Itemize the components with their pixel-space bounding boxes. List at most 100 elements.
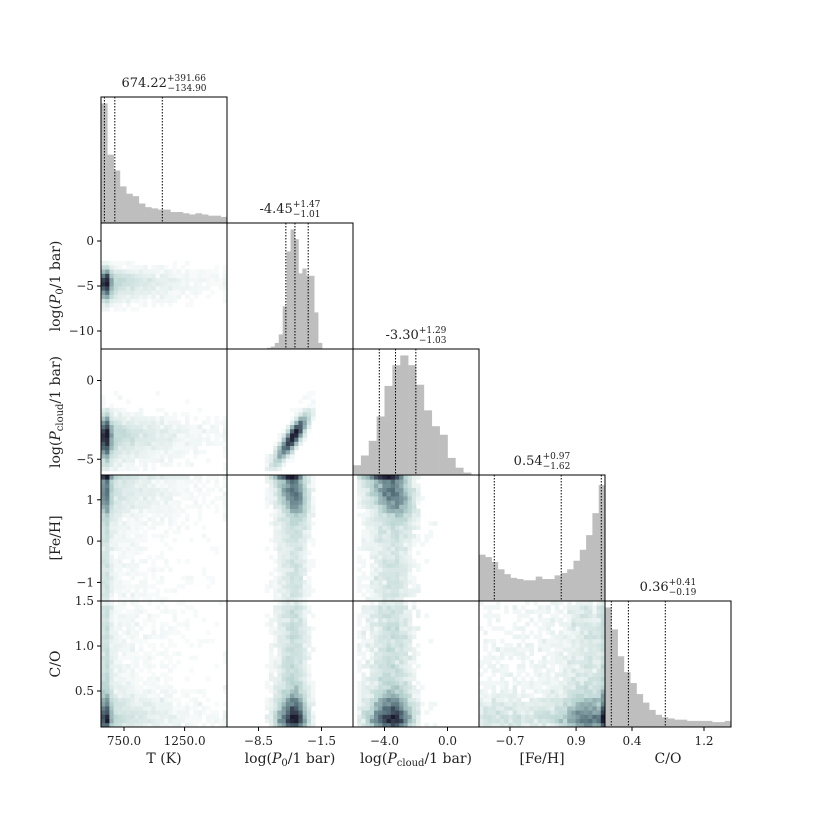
density-cell xyxy=(164,479,169,484)
density-cell xyxy=(113,512,119,518)
density-cell xyxy=(155,718,161,724)
density-cell xyxy=(126,428,131,434)
density-cell xyxy=(122,697,127,703)
density-cell xyxy=(113,269,119,274)
density-cell xyxy=(109,462,114,467)
density-cell xyxy=(273,542,278,547)
density-cell xyxy=(138,685,144,690)
density-cell xyxy=(537,630,543,635)
density-cell xyxy=(126,281,131,287)
density-cell xyxy=(101,714,106,719)
density-cell xyxy=(147,706,152,711)
density-cell xyxy=(109,617,114,623)
density-cell xyxy=(206,638,211,644)
histogram-bar xyxy=(548,579,555,601)
density-cell xyxy=(403,575,408,581)
density-cell xyxy=(126,420,131,425)
density-cell xyxy=(180,475,186,480)
density-cell xyxy=(151,424,156,430)
density-cell xyxy=(138,454,144,459)
density-cell xyxy=(193,479,198,484)
density-cell xyxy=(298,596,303,602)
density-cell xyxy=(222,496,228,501)
density-cell xyxy=(134,601,140,606)
density-cell xyxy=(109,437,114,442)
density-cell xyxy=(193,701,198,707)
density-cell xyxy=(403,538,408,543)
density-cell xyxy=(479,701,484,707)
density-cell xyxy=(407,630,413,635)
density-cell xyxy=(117,605,123,610)
density-cell xyxy=(403,714,408,719)
density-cell xyxy=(269,630,274,635)
density-cell xyxy=(369,546,375,551)
density-cell xyxy=(302,508,308,514)
density-cell xyxy=(592,664,597,669)
density-cell xyxy=(109,714,114,719)
density-cell xyxy=(214,265,219,270)
density-cell xyxy=(411,706,417,711)
density-cell xyxy=(390,479,396,484)
density-cell xyxy=(563,714,568,719)
density-cell xyxy=(277,706,282,711)
density-cell xyxy=(105,701,110,707)
density-cell xyxy=(130,475,135,480)
density-cell xyxy=(151,269,156,274)
density-cell xyxy=(222,290,228,295)
density-cell xyxy=(210,718,215,724)
density-cell xyxy=(357,500,362,505)
density-cell xyxy=(117,533,123,539)
density-cell xyxy=(130,601,135,606)
density-cell xyxy=(126,651,131,656)
density-cell xyxy=(109,273,114,278)
density-cell xyxy=(403,655,408,661)
density-cell xyxy=(508,722,513,728)
density-cell xyxy=(101,449,106,455)
density-cell xyxy=(411,508,417,514)
density-cell xyxy=(386,550,392,556)
density-cell xyxy=(155,437,161,442)
density-cell xyxy=(411,525,417,530)
density-cell xyxy=(143,458,148,463)
density-cell xyxy=(399,605,404,610)
density-cell xyxy=(386,567,392,572)
density-cell xyxy=(151,445,156,451)
density-cell xyxy=(159,554,165,560)
density-cell xyxy=(567,609,572,614)
density-cell xyxy=(185,458,190,463)
density-cell xyxy=(109,496,114,501)
density-cell xyxy=(382,655,387,661)
density-cell xyxy=(588,697,593,703)
density-cell xyxy=(122,685,127,690)
panel-frame xyxy=(352,348,480,476)
density-cell xyxy=(294,554,299,560)
density-cell xyxy=(281,718,287,724)
density-cell xyxy=(432,521,438,526)
density-cell xyxy=(500,626,505,631)
density-cell xyxy=(298,525,303,530)
density-cell xyxy=(210,710,215,715)
density-cell xyxy=(285,605,291,610)
density-cell xyxy=(407,672,413,677)
density-cell xyxy=(302,655,308,661)
density-cell xyxy=(290,437,295,442)
density-cell xyxy=(302,701,308,707)
density-cell xyxy=(176,559,182,564)
density-cell xyxy=(105,269,110,274)
density-cell xyxy=(109,512,114,518)
density-cell xyxy=(185,559,190,564)
density-cell xyxy=(117,722,123,728)
density-cell xyxy=(500,697,505,703)
density-cell xyxy=(542,722,547,728)
density-cell xyxy=(180,714,186,719)
density-cell xyxy=(143,722,148,728)
density-cell xyxy=(361,542,366,547)
density-cell xyxy=(369,622,375,627)
density-cell xyxy=(130,412,135,417)
density-cell xyxy=(168,290,173,295)
density-cell xyxy=(491,685,497,690)
density-cell xyxy=(491,638,497,644)
density-cell xyxy=(201,496,207,501)
density-cell xyxy=(117,433,123,438)
density-cell xyxy=(491,714,497,719)
